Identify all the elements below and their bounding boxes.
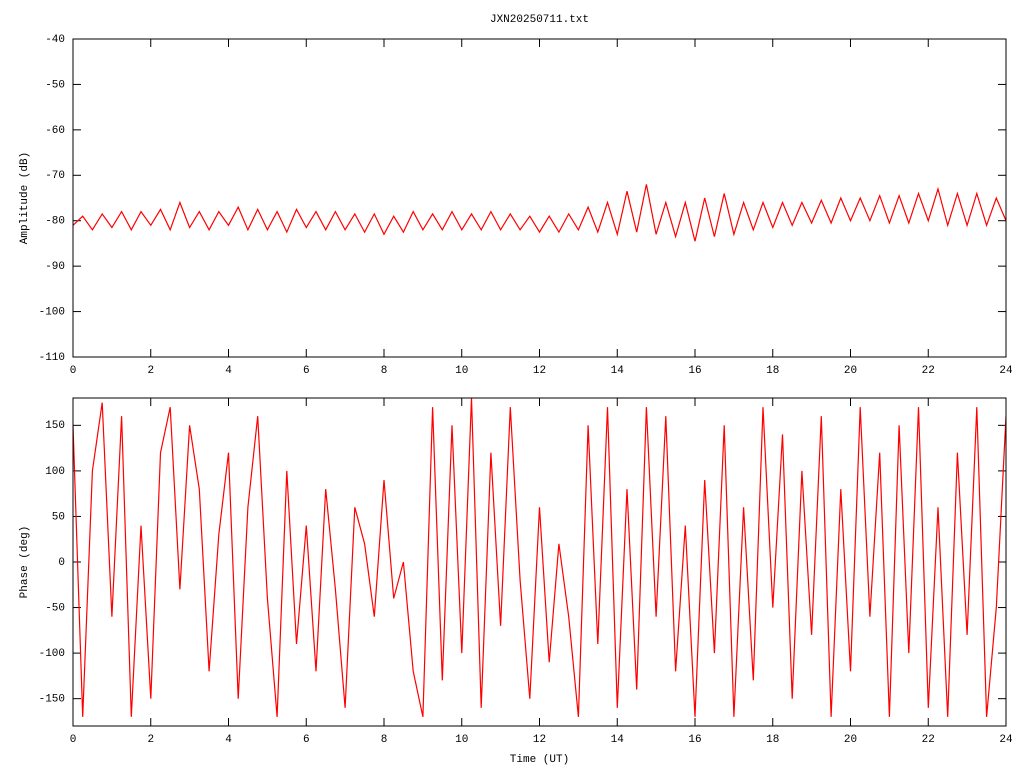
x-tick-label: 18 — [766, 734, 779, 746]
x-tick-label: 22 — [922, 734, 935, 746]
y-tick-label: 100 — [45, 466, 65, 478]
plot-border — [72, 397, 1007, 727]
x-tick-label: 10 — [455, 734, 468, 746]
data-line — [73, 398, 1006, 718]
x-tick-label: 20 — [844, 734, 857, 746]
y-tick-label: -80 — [45, 216, 65, 228]
x-tick-label: 20 — [844, 365, 857, 377]
x-tick-label: 14 — [611, 734, 625, 746]
x-tick-label: 8 — [381, 365, 388, 377]
x-tick-label: 14 — [611, 365, 625, 377]
y-axis-label: Amplitude (dB) — [19, 152, 31, 244]
x-tick-label: 16 — [688, 365, 701, 377]
x-tick-label: 16 — [688, 734, 701, 746]
x-tick-label: 22 — [922, 365, 935, 377]
chart-title: JXN20250711.txt — [490, 14, 589, 26]
x-tick-label: 24 — [999, 734, 1013, 746]
y-tick-label: -110 — [39, 352, 65, 364]
x-tick-label: 18 — [766, 365, 779, 377]
data-line — [73, 184, 1006, 242]
y-tick-label: -100 — [39, 306, 65, 318]
y-axis-label: Phase (deg) — [19, 526, 31, 599]
x-tick-label: 6 — [303, 365, 310, 377]
x-tick-label: 4 — [225, 734, 232, 746]
y-tick-label: -50 — [45, 79, 65, 91]
x-tick-label: 2 — [147, 734, 154, 746]
x-tick-label: 24 — [999, 365, 1013, 377]
y-tick-label: 150 — [45, 420, 65, 432]
x-tick-label: 2 — [147, 365, 154, 377]
x-tick-label: 4 — [225, 365, 232, 377]
y-tick-label: 0 — [58, 557, 65, 569]
y-tick-label: -100 — [39, 648, 65, 660]
y-tick-label: -60 — [45, 125, 65, 137]
y-tick-label: -90 — [45, 261, 65, 273]
y-tick-label: -70 — [45, 170, 65, 182]
plot-border — [72, 38, 1007, 358]
y-tick-label: -40 — [45, 34, 65, 46]
x-tick-label: 0 — [70, 734, 77, 746]
y-tick-label: 50 — [52, 511, 65, 523]
x-tick-label: 0 — [70, 365, 77, 377]
y-tick-label: -50 — [45, 602, 65, 614]
y-tick-label: -150 — [39, 694, 65, 706]
x-tick-label: 8 — [381, 734, 388, 746]
x-tick-label: 12 — [533, 365, 546, 377]
x-tick-label: 10 — [455, 365, 468, 377]
x-tick-label: 12 — [533, 734, 546, 746]
x-axis-label: Time (UT) — [510, 754, 569, 766]
x-tick-label: 6 — [303, 734, 310, 746]
